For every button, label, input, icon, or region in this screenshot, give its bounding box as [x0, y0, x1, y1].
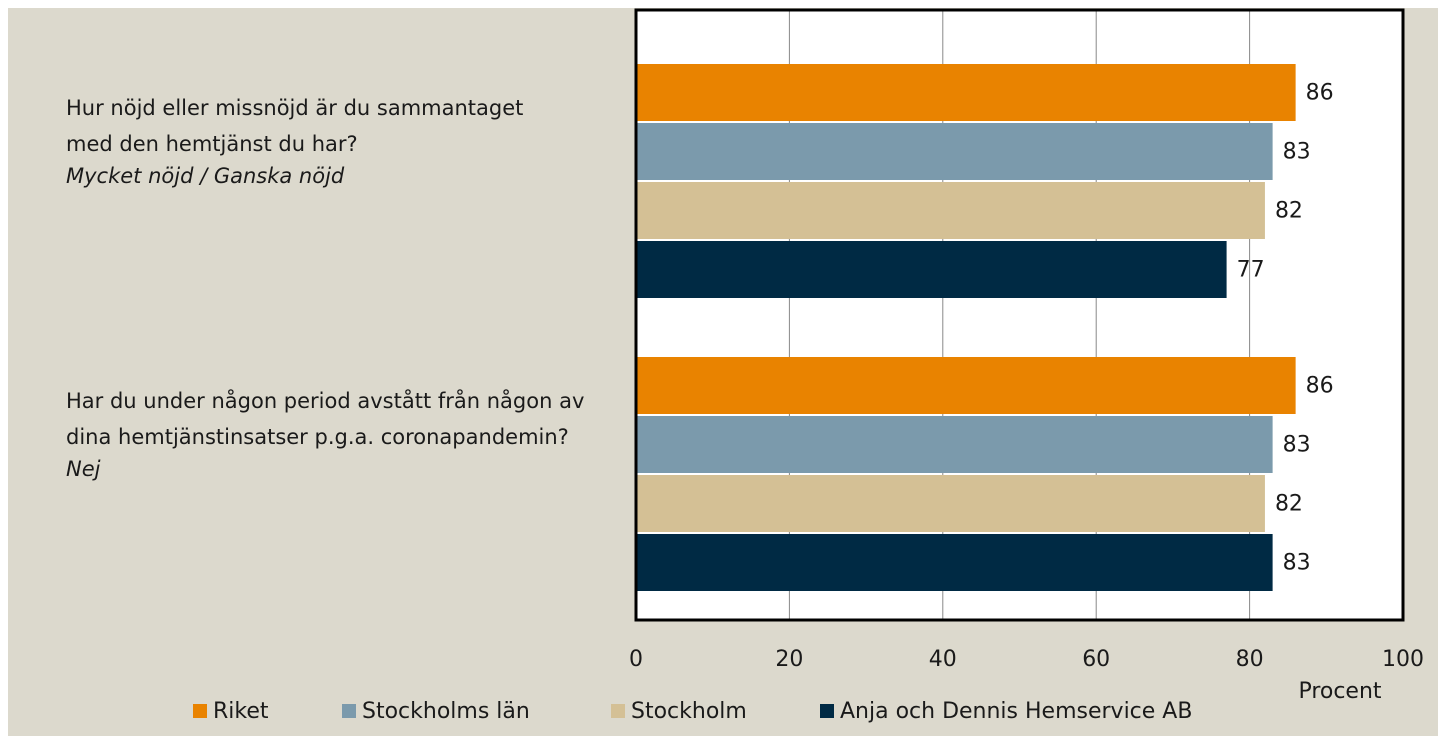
bar: [636, 123, 1273, 180]
bar: [636, 475, 1265, 532]
bar: [636, 416, 1273, 473]
value-label: 83: [1283, 433, 1311, 458]
category-label: Hur nöjd eller missnöjd är du sammantage…: [66, 90, 556, 190]
legend-swatch: [611, 704, 625, 718]
x-tick-label: 0: [629, 647, 643, 672]
category-note: Mycket nöjd / Ganska nöjd: [66, 164, 345, 188]
x-tick-label: 80: [1236, 647, 1264, 672]
x-tick-label: 60: [1082, 647, 1110, 672]
value-label: 82: [1275, 199, 1303, 224]
legend-swatch: [820, 704, 834, 718]
value-label: 83: [1283, 551, 1311, 576]
value-label: 86: [1306, 81, 1334, 106]
category-note: Nej: [66, 457, 101, 481]
legend-label: Stockholms län: [362, 699, 530, 724]
legend-swatch: [342, 704, 356, 718]
value-label: 77: [1237, 258, 1265, 283]
legend-label: Riket: [213, 699, 269, 724]
bar: [636, 534, 1273, 591]
bar: [636, 241, 1227, 298]
bar: [636, 357, 1296, 414]
bar: [636, 64, 1296, 121]
category-text: Har du under någon period avstått från n…: [66, 389, 585, 449]
value-label: 86: [1306, 374, 1334, 399]
value-label: 83: [1283, 140, 1311, 165]
x-axis-label: Procent: [1298, 679, 1381, 704]
legend-label: Stockholm: [631, 699, 747, 724]
bar: [636, 182, 1265, 239]
legend-label: Anja och Dennis Hemservice AB: [840, 699, 1192, 724]
value-label: 82: [1275, 492, 1303, 517]
legend-swatch: [193, 704, 207, 718]
x-tick-label: 40: [929, 647, 957, 672]
x-tick-label: 100: [1382, 647, 1424, 672]
category-text: Hur nöjd eller missnöjd är du sammantage…: [66, 96, 524, 156]
category-label: Har du under någon period avstått från n…: [66, 383, 626, 483]
plot-border: [634, 8, 1405, 622]
x-tick-label: 20: [775, 647, 803, 672]
